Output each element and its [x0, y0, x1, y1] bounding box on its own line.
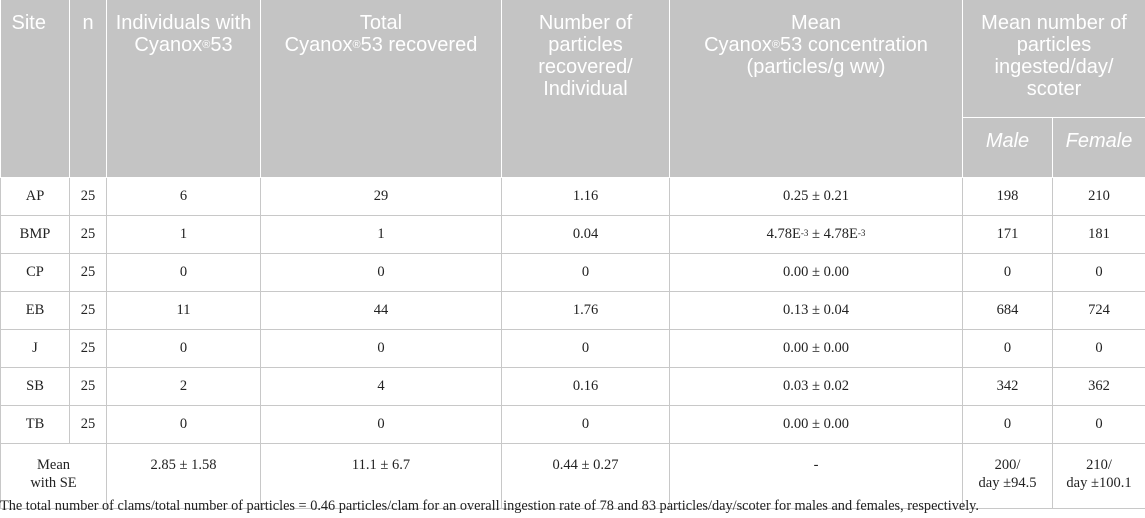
header-n: n	[69, 0, 107, 178]
cell-total: 0	[260, 405, 502, 444]
cell-female: 0	[1052, 253, 1145, 292]
cell-total: 0	[260, 329, 502, 368]
cell-individuals: 2	[106, 367, 261, 406]
cell-n: 25	[69, 367, 107, 406]
cell-per-individual: 0.16	[501, 367, 670, 406]
cell-individuals: 0	[106, 253, 261, 292]
cell-total: 29	[260, 177, 502, 216]
cell-male: 198	[962, 177, 1053, 216]
cell-concentration: 0.13 ± 0.04	[669, 291, 963, 330]
cell-male: 0	[962, 405, 1053, 444]
cell-male: 0	[962, 329, 1053, 368]
header-male: Male	[962, 117, 1053, 178]
table-footnote: The total number of clams/total number o…	[0, 498, 979, 514]
cell-site: EB	[0, 291, 70, 330]
cell-per-individual: 1.76	[501, 291, 670, 330]
cell-n: 25	[69, 291, 107, 330]
cell-site: CP	[0, 253, 70, 292]
table-row: TB 25 0 0 0 0.00 ± 0.00 0 0	[0, 405, 1145, 444]
cell-total: 44	[260, 291, 502, 330]
cell-site: BMP	[0, 215, 70, 254]
cell-total: 0	[260, 253, 502, 292]
table-row: J 25 0 0 0 0.00 ± 0.00 0 0	[0, 329, 1145, 368]
cell-site: TB	[0, 405, 70, 444]
subheader-row: Male Female	[1, 117, 1145, 178]
cell-mean-per-individual: 0.44 ± 0.27	[501, 443, 670, 509]
cell-mean-label: Mean with SE	[0, 443, 107, 509]
cell-site: J	[0, 329, 70, 368]
cell-mean-female: 210/day ±100.1	[1052, 443, 1145, 509]
cell-per-individual: 1.16	[501, 177, 670, 216]
header-ingested: Mean number of particles ingested/day/ s…	[962, 0, 1145, 118]
cell-male: 171	[962, 215, 1053, 254]
cell-individuals: 1	[106, 215, 261, 254]
cell-n: 25	[69, 253, 107, 292]
cell-concentration: 0.00 ± 0.00	[669, 405, 963, 444]
cell-individuals: 11	[106, 291, 261, 330]
cell-total: 1	[260, 215, 502, 254]
mean-row: Mean with SE 2.85 ± 1.58 11.1 ± 6.7 0.44 …	[0, 443, 1145, 509]
table-row: AP 25 6 29 1.16 0.25 ± 0.21 198 210	[0, 177, 1145, 216]
cell-male: 342	[962, 367, 1053, 406]
cell-mean-individuals: 2.85 ± 1.58	[106, 443, 261, 509]
cell-individuals: 0	[106, 329, 261, 368]
cell-per-individual: 0	[501, 405, 670, 444]
cell-mean-total: 11.1 ± 6.7	[260, 443, 502, 509]
cell-per-individual: 0.04	[501, 215, 670, 254]
table-row: EB 25 11 44 1.76 0.13 ± 0.04 684 724	[0, 291, 1145, 330]
header-total: Total Cyanox®53 recovered	[260, 0, 502, 178]
cell-concentration: 0.00 ± 0.00	[669, 253, 963, 292]
header-mean-concentration: Mean Cyanox®53 concentration (particles/g …	[669, 0, 963, 178]
cell-n: 25	[69, 329, 107, 368]
table-row: BMP 25 1 1 0.04 4.78E-3 ± 4.78E-3 171 18…	[0, 215, 1145, 254]
cell-concentration: 0.00 ± 0.00	[669, 329, 963, 368]
table-row: CP 25 0 0 0 0.00 ± 0.00 0 0	[0, 253, 1145, 292]
cell-concentration: 4.78E-3 ± 4.78E-3	[669, 215, 963, 254]
cell-site: AP	[0, 177, 70, 216]
cell-n: 25	[69, 405, 107, 444]
header-female: Female	[1052, 117, 1145, 178]
cell-female: 181	[1052, 215, 1145, 254]
cell-n: 25	[69, 215, 107, 254]
header-particles-per-individual: Number of particles recovered/ Individua…	[501, 0, 670, 178]
cell-n: 25	[69, 177, 107, 216]
cell-individuals: 0	[106, 405, 261, 444]
cell-female: 362	[1052, 367, 1145, 406]
cell-female: 0	[1052, 405, 1145, 444]
cell-mean-male: 200/day ±94.5	[962, 443, 1053, 509]
cell-female: 724	[1052, 291, 1145, 330]
cell-site: SB	[0, 367, 70, 406]
cell-total: 4	[260, 367, 502, 406]
cell-male: 0	[962, 253, 1053, 292]
header-row: Site n Individuals with Cyanox®53 Total C…	[0, 0, 1145, 178]
cell-male: 684	[962, 291, 1053, 330]
cell-female: 0	[1052, 329, 1145, 368]
header-site: Site	[0, 0, 70, 178]
cell-concentration: 0.03 ± 0.02	[669, 367, 963, 406]
cell-individuals: 6	[106, 177, 261, 216]
cell-concentration: 0.25 ± 0.21	[669, 177, 963, 216]
cell-per-individual: 0	[501, 329, 670, 368]
table-row: SB 25 2 4 0.16 0.03 ± 0.02 342 362	[0, 367, 1145, 406]
cell-female: 210	[1052, 177, 1145, 216]
header-individuals: Individuals with Cyanox®53	[106, 0, 261, 178]
cell-mean-concentration: -	[669, 443, 963, 509]
cell-per-individual: 0	[501, 253, 670, 292]
